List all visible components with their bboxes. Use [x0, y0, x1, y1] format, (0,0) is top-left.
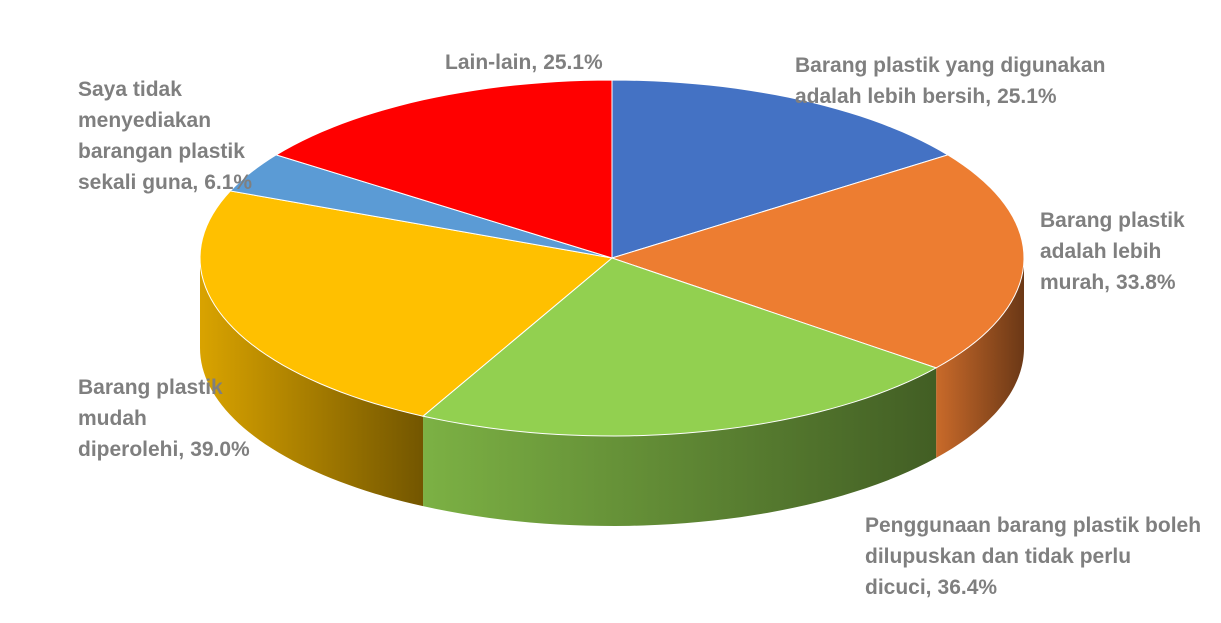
value-label: 39.0%: [190, 438, 250, 461]
slice: [274, 79, 613, 259]
value-label: 36.4%: [937, 576, 998, 599]
data-label: Penggunaan barang plastik boleh dilupusk…: [865, 510, 1210, 603]
value-label: 25.1%: [543, 51, 603, 74]
category-label: Lain-lain,: [445, 51, 538, 74]
data-label: Saya tidak menyediakan barangan plastik …: [78, 74, 278, 198]
data-label: Barang plastik mudah diperolehi, 39.0%: [78, 372, 288, 465]
slice: [610, 154, 1025, 369]
category-label: Barang plastik yang digunakan adalah leb…: [795, 54, 1106, 108]
data-label: Barang plastik yang digunakan adalah leb…: [795, 50, 1175, 112]
data-label: Barang plastik adalah lebih murah, 33.8%: [1040, 205, 1215, 298]
category-label: Penggunaan barang plastik boleh dilupusk…: [865, 514, 1202, 599]
slice-side: [936, 258, 1024, 458]
slice-side: [200, 258, 424, 507]
slice: [421, 257, 938, 437]
slice: [199, 190, 614, 417]
slice: [229, 154, 613, 259]
data-label: Lain-lain, 25.1%: [445, 47, 675, 78]
slice: [611, 79, 950, 259]
value-label: 33.8%: [1116, 271, 1176, 294]
category-label: Barang plastik adalah lebih murah,: [1040, 209, 1185, 294]
value-label: 6.1%: [204, 171, 253, 194]
category-label: Barang plastik mudah diperolehi,: [78, 376, 223, 461]
value-label: 25.1%: [997, 85, 1057, 108]
slice-side: [423, 367, 937, 526]
category-label: Saya tidak menyediakan barangan plastik …: [78, 78, 245, 194]
